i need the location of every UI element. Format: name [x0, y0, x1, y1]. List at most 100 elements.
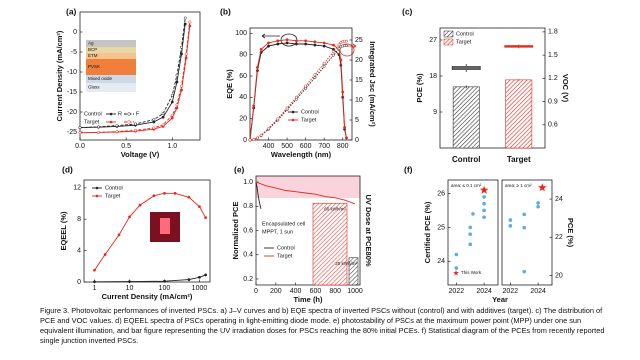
- y2-axis-title: VOC (V): [561, 74, 570, 103]
- x-tick-label: 0: [254, 288, 258, 295]
- x-tick-label: 400: [290, 288, 302, 295]
- y-tick-label: 26: [437, 190, 445, 197]
- data-point: [78, 131, 82, 135]
- data-point: [294, 39, 298, 43]
- legend-swatch: [443, 38, 454, 46]
- y-tick-label: 24: [555, 196, 563, 203]
- data-point: [259, 133, 263, 137]
- uv-dose-label: 60 kWh/m²: [324, 206, 346, 211]
- x-tick-label: 100: [159, 285, 171, 292]
- series-line: [249, 40, 347, 141]
- y-tick-label: -20: [67, 109, 77, 116]
- y-tick-label: 0: [243, 137, 247, 144]
- data-point: [170, 100, 174, 104]
- data-point: [78, 126, 82, 130]
- this-work-star: [479, 185, 489, 194]
- data-point: [204, 273, 208, 277]
- series-line: [79, 17, 186, 129]
- x-tick-label: 500: [281, 143, 293, 150]
- data-point: [344, 44, 348, 48]
- x-tick-label: 2024: [476, 288, 492, 295]
- data-point: [175, 80, 179, 84]
- area-annotation: area: ≥ 1 cm²: [505, 183, 532, 188]
- panel-label: (d): [62, 164, 73, 174]
- uv-dose-bar: [312, 202, 348, 286]
- y-tick-label: 0.6: [243, 227, 253, 234]
- data-point: [536, 201, 540, 205]
- y-axis-title: Certified PCE (%): [423, 201, 432, 263]
- x-tick-label: 800: [337, 143, 349, 150]
- device-layer-label: Mixed oxide: [88, 76, 113, 81]
- data-point: [248, 138, 252, 142]
- data-point: [173, 191, 177, 195]
- x-tick-label: 600: [300, 143, 312, 150]
- plot-frame: [83, 179, 211, 283]
- y2-tick-label: 0: [355, 137, 359, 144]
- device-layer: [86, 53, 136, 59]
- series-line: [79, 23, 186, 129]
- data-point: [332, 43, 335, 47]
- data-point: [304, 84, 308, 88]
- y2-tick-label: 20: [355, 57, 363, 64]
- legend-label: Target: [84, 119, 100, 125]
- y-axis-title: PCE (%): [566, 218, 575, 248]
- y-tick-label: 27: [429, 37, 437, 44]
- y2-axis-title: Integrated Jsc (mA/cm²): [368, 41, 377, 127]
- legend-scan-label: R: [118, 111, 122, 117]
- x-tick-label: 1000: [347, 288, 363, 295]
- data-point: [322, 41, 326, 45]
- data-point: [471, 212, 475, 216]
- device-layer-label: Ag: [88, 41, 94, 46]
- data-point: [482, 208, 486, 213]
- data-point: [152, 120, 156, 124]
- y-tick-label: 60: [239, 73, 247, 80]
- device-layer-label: BCP: [88, 47, 97, 52]
- series-line: [249, 45, 347, 141]
- pce80-band: [256, 176, 360, 198]
- legend-label: Target: [277, 253, 293, 259]
- data-point: [97, 130, 100, 134]
- data-point: [204, 216, 208, 220]
- data-point: [482, 201, 486, 206]
- data-point: [508, 218, 513, 222]
- y-tick-label: 0: [77, 279, 81, 286]
- series-line: [255, 182, 262, 209]
- data-point: [522, 225, 527, 230]
- legend-label: Control: [456, 31, 474, 37]
- data-point: [93, 280, 96, 284]
- legend-star: [453, 270, 459, 276]
- data-point: [252, 104, 256, 108]
- legend-marker: [109, 120, 113, 124]
- annotation: Encapsulated cell: [262, 221, 305, 227]
- x-axis-title: Current Density (mA/cm²): [102, 292, 193, 301]
- device-layer: [86, 47, 136, 53]
- data-point: [255, 66, 259, 69]
- device-layer: [86, 83, 136, 92]
- data-point: [97, 125, 100, 129]
- legend-swatch: [443, 30, 454, 38]
- data-point: [344, 136, 348, 140]
- data-point: [332, 50, 335, 54]
- data-point: [304, 39, 308, 43]
- data-point: [322, 61, 326, 65]
- category-label: Target: [507, 155, 531, 164]
- data-point: [304, 42, 308, 46]
- y2-tick-label: 0.9: [548, 98, 558, 105]
- data-point: [128, 280, 131, 284]
- legend-label: Target: [105, 193, 121, 199]
- y-tick-label: 24: [437, 258, 445, 265]
- y-tick-label: 12: [73, 185, 81, 192]
- data-point: [508, 224, 513, 228]
- data-point: [93, 268, 96, 272]
- legend-marker: [127, 112, 131, 116]
- data-point: [170, 113, 174, 117]
- x-tick-label: 1: [93, 285, 97, 292]
- plot-frame: [439, 27, 546, 149]
- data-point: [267, 41, 270, 45]
- data-point: [180, 45, 183, 49]
- legend-marker: [127, 120, 131, 124]
- panel-label: (c): [402, 6, 413, 16]
- data-point: [454, 252, 459, 257]
- area-annotation: area: ≤ 0.1 cm²: [451, 183, 482, 188]
- legend-marker: [95, 194, 99, 198]
